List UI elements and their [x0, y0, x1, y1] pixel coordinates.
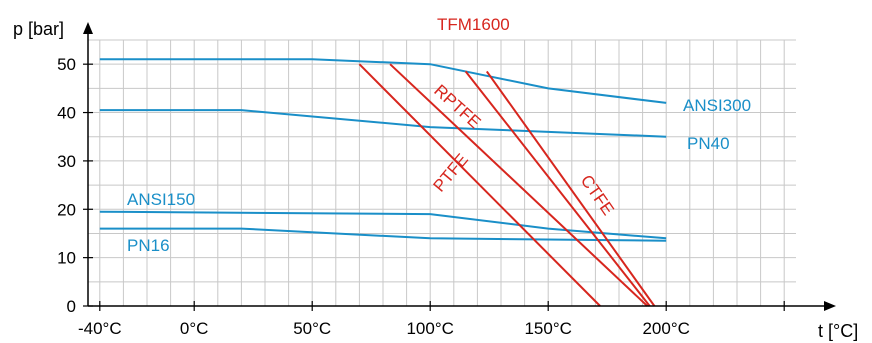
series-label-ptfe: PTFE [430, 150, 472, 195]
y-axis-arrow-icon [83, 22, 93, 34]
series-line-rptfe [389, 63, 648, 307]
axes [83, 22, 836, 311]
series-label-ctfe: CTFE [577, 171, 618, 218]
y-tick-label: 50 [57, 55, 76, 74]
x-tick-label: 0°C [180, 319, 209, 338]
series-label-ansi150: ANSI150 [127, 190, 195, 209]
x-tick-label: 100°C [406, 319, 453, 338]
x-axis-title: t [°C] [818, 321, 858, 341]
series-line-ansi300 [99, 58, 667, 104]
x-axis-arrow-icon [824, 301, 836, 311]
series-line-pn16 [99, 227, 667, 242]
y-tick-label: 40 [57, 104, 76, 123]
series-lines [99, 58, 667, 307]
x-tick-label: 200°C [642, 319, 689, 338]
series-line-ansi150 [99, 210, 667, 240]
x-tick-label: -40°C [78, 319, 122, 338]
x-tick-label: 150°C [524, 319, 571, 338]
series-label-tfm1600: TFM1600 [437, 15, 510, 34]
series-line-ptfe [358, 63, 601, 307]
y-tick-label: 0 [67, 297, 76, 316]
x-tick-label: 50°C [293, 319, 331, 338]
series-line-pn40 [99, 109, 667, 138]
series-label-ansi300: ANSI300 [683, 96, 751, 115]
y-tick-label: 30 [57, 152, 76, 171]
tick-labels: -40°C 0°C 50°C 100°C 150°C 200°C 0 10 20 30 40 50 [57, 55, 785, 338]
series-line-tfm1600 [464, 70, 651, 307]
y-tick-label: 20 [57, 200, 76, 219]
series-labels: ANSI300 PN40 ANSI150 PN16 TFM1600 RPTFE … [127, 15, 751, 255]
series-line-ctfe [485, 70, 656, 307]
y-tick-label: 10 [57, 249, 76, 268]
grid-lines [88, 39, 796, 306]
y-axis-title: p [bar] [13, 19, 64, 39]
series-label-pn16: PN16 [127, 236, 170, 255]
series-label-pn40: PN40 [687, 134, 730, 153]
